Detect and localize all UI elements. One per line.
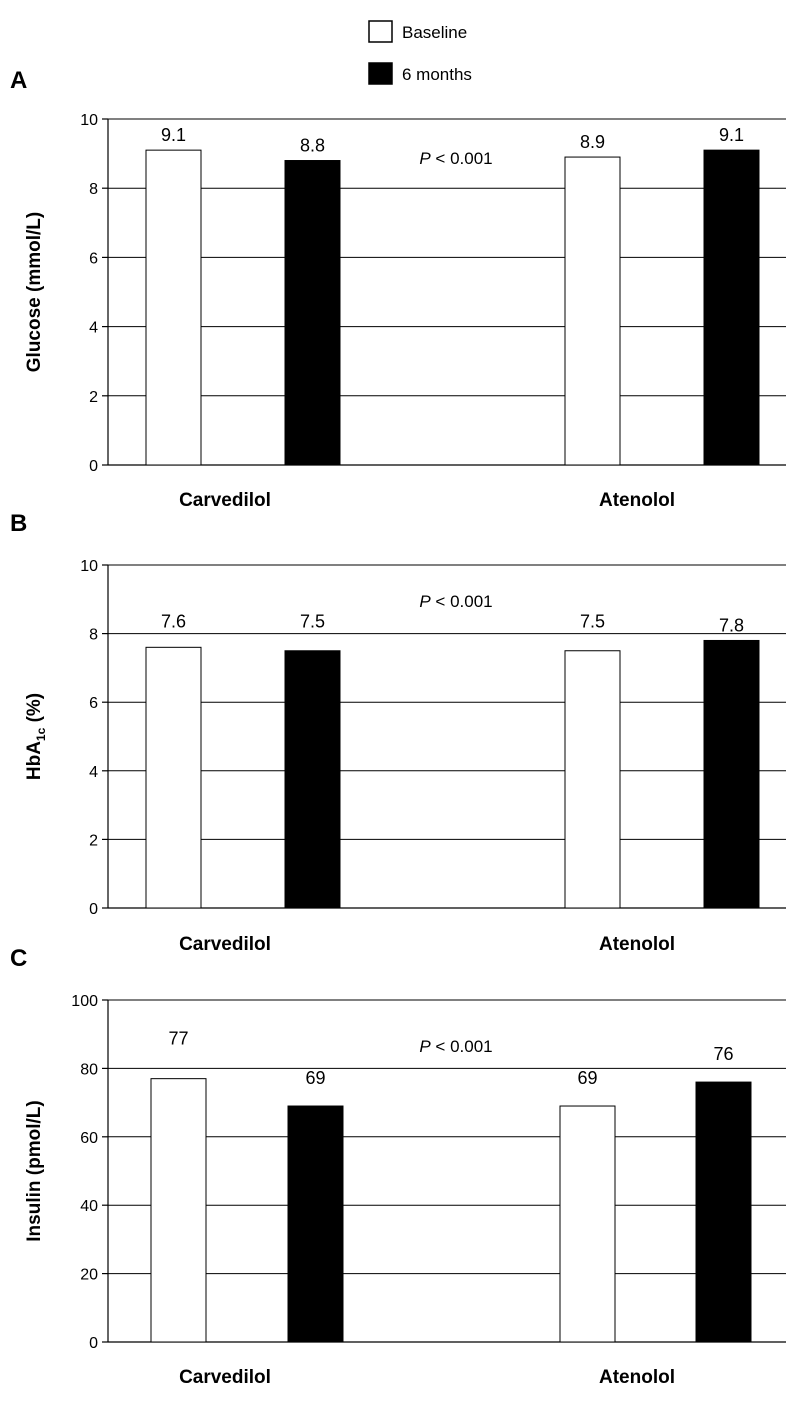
y-tick-label: 4 — [89, 764, 98, 781]
y-tick-label: 8 — [89, 627, 98, 644]
data-label: 69 — [577, 1068, 597, 1088]
category-label-atenolol: Atenolol — [599, 934, 675, 955]
bar-atenolol-6-months — [703, 149, 760, 466]
y-axis-label: HbA1c (%) — [24, 693, 48, 780]
data-label: 9.1 — [161, 125, 186, 145]
category-label-atenolol: Atenolol — [599, 490, 675, 511]
chart-panel-a: A 0 2 4 6 8 10 9.1 8.8 Carvedilol 8.9 9.1 Atenolol P … — [10, 67, 786, 511]
y-tick-label: 0 — [89, 901, 98, 918]
data-label: 8.9 — [580, 132, 605, 152]
legend: Baseline 6 months — [368, 20, 472, 85]
y-tick-label: 10 — [80, 112, 98, 129]
chart-panel-b: B 0 2 4 6 8 10 7.6 7.5 Carvedilol 7.5 7.8 Atenolol P … — [10, 510, 786, 955]
y-tick-label: 0 — [89, 1335, 98, 1352]
bar-carvedilol-6-months — [284, 650, 341, 909]
y-tick-label: 6 — [89, 695, 98, 712]
data-label: 9.1 — [719, 125, 744, 145]
bar-atenolol-6-months — [695, 1081, 752, 1343]
y-tick-label: 10 — [80, 558, 98, 575]
data-label: 7.8 — [719, 615, 744, 635]
legend-swatch-6-months — [368, 62, 393, 85]
category-label-carvedilol: Carvedilol — [179, 934, 271, 955]
bar-carvedilol-6-months — [284, 160, 341, 466]
legend-label-baseline: Baseline — [402, 23, 467, 42]
data-label: 77 — [168, 1029, 188, 1049]
y-axis-label: Glucose (mmol/L) — [24, 212, 45, 372]
data-label: 7.5 — [300, 611, 325, 631]
bar-atenolol-baseline — [564, 650, 621, 909]
y-tick-label: 8 — [89, 181, 98, 198]
bar-carvedilol-6-months — [287, 1105, 344, 1343]
y-tick-label: 40 — [80, 1198, 98, 1215]
data-label: 7.6 — [161, 611, 186, 631]
y-tick-label: 2 — [89, 389, 98, 406]
panel-letter: C — [10, 945, 27, 972]
y-tick-label: 20 — [80, 1267, 98, 1284]
y-tick-label: 100 — [71, 993, 98, 1010]
data-label: 7.5 — [580, 611, 605, 631]
p-value-annotation: P < 0.001 — [419, 592, 492, 611]
legend-swatch-baseline — [368, 20, 393, 43]
panel-letter: B — [10, 510, 27, 537]
category-label-carvedilol: Carvedilol — [179, 1367, 271, 1388]
y-tick-label: 0 — [89, 458, 98, 475]
legend-label-6-months: 6 months — [402, 65, 472, 84]
y-tick-label: 6 — [89, 250, 98, 267]
chart-panels: A 0 2 4 6 8 10 9.1 8.8 Carvedilol 8.9 9.1 Atenolol P … — [10, 67, 786, 1388]
bar-carvedilol-baseline — [150, 1078, 207, 1343]
panel-letter: A — [10, 67, 27, 94]
category-label-atenolol: Atenolol — [599, 1367, 675, 1388]
data-label: 8.8 — [300, 136, 325, 156]
y-tick-label: 2 — [89, 832, 98, 849]
chart-panel-c: C 0 20 40 60 80 100 77 69 Carvedilol 69 76 Atenolol P… — [10, 945, 786, 1388]
p-value-annotation: P < 0.001 — [419, 1037, 492, 1056]
bar-carvedilol-baseline — [145, 646, 202, 909]
p-value-annotation: P < 0.001 — [419, 149, 492, 168]
data-label: 76 — [713, 1044, 733, 1064]
y-tick-label: 80 — [80, 1061, 98, 1078]
bar-carvedilol-baseline — [145, 149, 202, 466]
bar-atenolol-baseline — [559, 1105, 616, 1343]
bar-atenolol-6-months — [703, 639, 760, 909]
y-axis-label: Insulin (pmol/L) — [24, 1100, 45, 1241]
data-label: 69 — [305, 1068, 325, 1088]
y-tick-label: 60 — [80, 1130, 98, 1147]
bar-atenolol-baseline — [564, 156, 621, 466]
y-tick-label: 4 — [89, 320, 98, 337]
category-label-carvedilol: Carvedilol — [179, 490, 271, 511]
